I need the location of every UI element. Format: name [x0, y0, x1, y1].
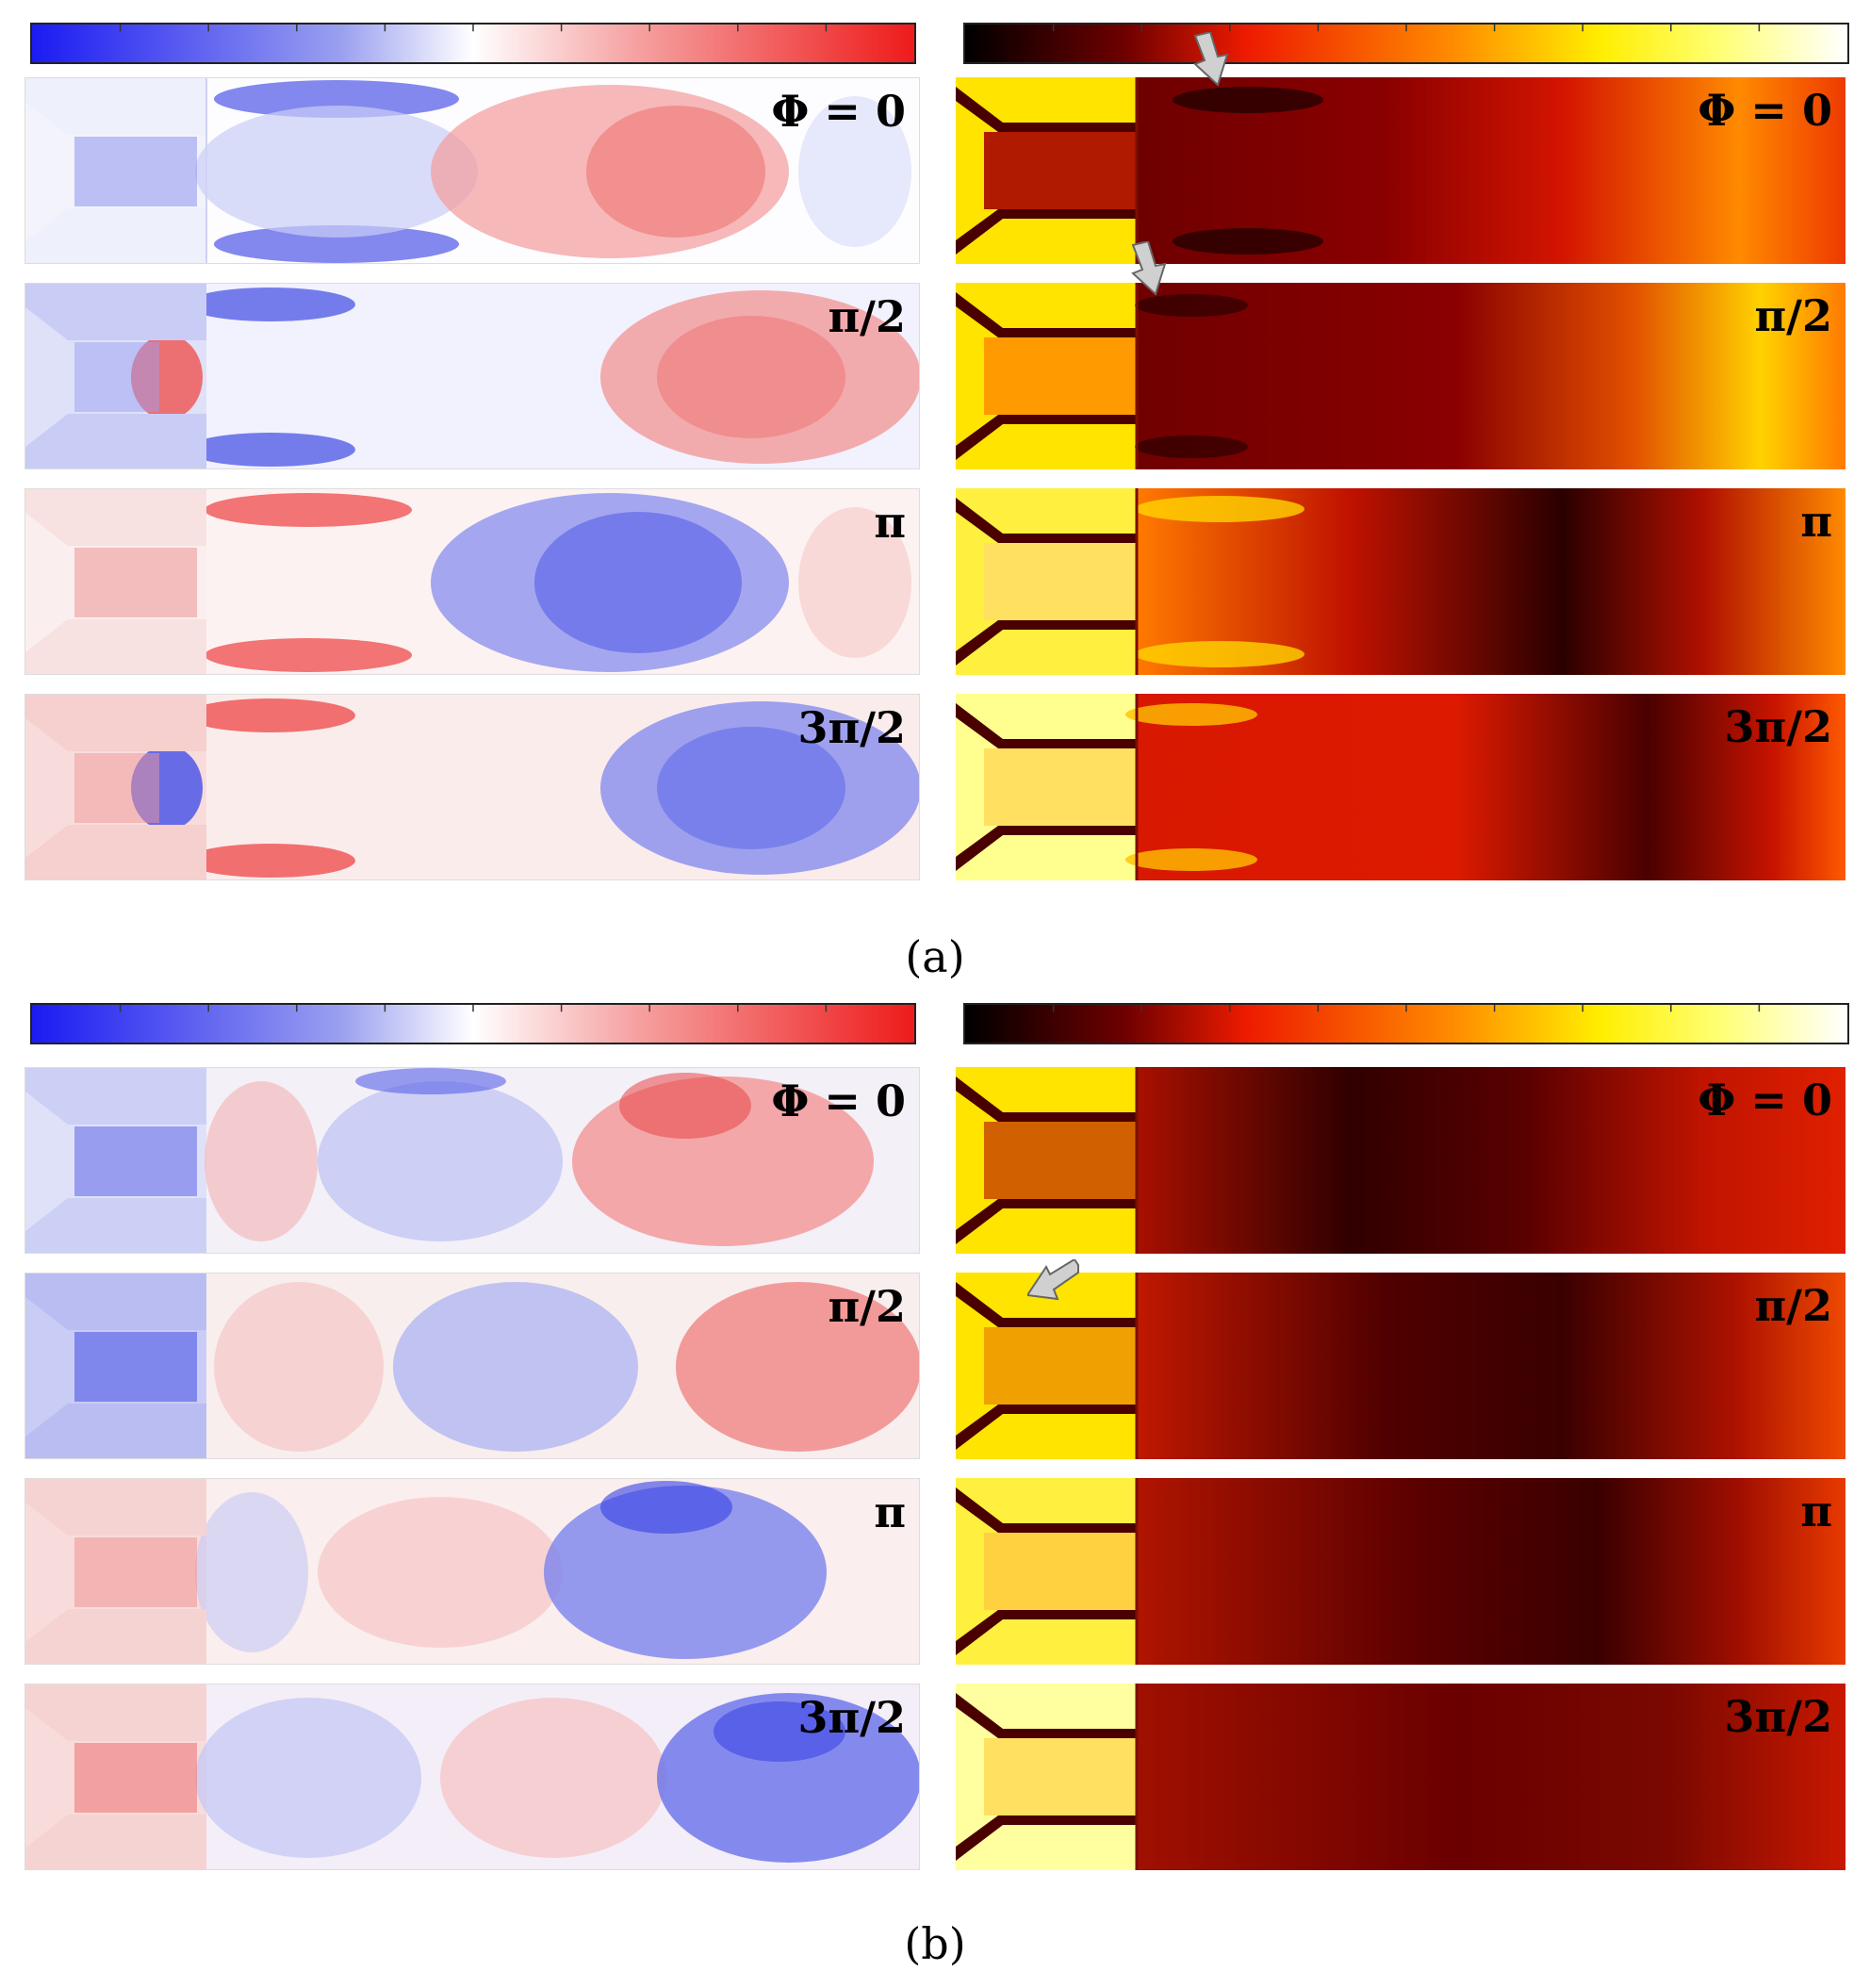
flow-field-image: [25, 1684, 919, 1869]
diverging-panel-phase-pi: π: [25, 488, 920, 675]
heat-panel-phase-0: Φ = 0: [956, 77, 1845, 264]
colorbar-ticks: [1052, 1005, 1761, 1012]
colorbar-diverging-b: [30, 1003, 916, 1044]
phase-label: Φ = 0: [771, 86, 906, 137]
flow-field-image: [25, 284, 919, 468]
phase-label: π/2: [1754, 1280, 1832, 1331]
flow-field-image: [25, 1479, 919, 1664]
phase-label: 3π/2: [1724, 1691, 1832, 1742]
colorbar-diverging-a: [30, 23, 916, 64]
phase-label: 3π/2: [797, 702, 906, 753]
phase-label: 3π/2: [797, 1692, 906, 1743]
intensity-field-image: [956, 488, 1845, 675]
diverging-panel-phase-3pi-half: 3π/2: [25, 694, 920, 880]
diverging-panel-phase-3pi-half: 3π/2: [25, 1684, 920, 1870]
heat-panel-phase-pi: π: [956, 488, 1845, 675]
phase-label: Φ = 0: [1698, 1075, 1832, 1125]
colorbar-ticks: [119, 1005, 828, 1012]
colorbar-ticks: [1052, 25, 1761, 32]
diverging-panel-phase-0: Φ = 0: [25, 1067, 920, 1254]
intensity-field-image: [956, 694, 1845, 880]
figure-part-b: Φ = 0 π/2 π: [0, 980, 1870, 1988]
heat-panel-phase-pi: π: [956, 1478, 1845, 1665]
flow-field-image: [25, 78, 919, 263]
diverging-panel-phase-0: Φ = 0: [25, 77, 920, 264]
annotation-arrow-icon: [1131, 241, 1167, 296]
intensity-field-image: [956, 1067, 1845, 1254]
phase-label: π/2: [1754, 290, 1832, 341]
heat-panel-phase-0: Φ = 0: [956, 1067, 1845, 1254]
figure-part-a: Φ = 0 π/2 π: [0, 0, 1870, 990]
intensity-field-image: [956, 283, 1845, 469]
heat-panel-phase-pi-half: π/2: [956, 283, 1845, 469]
diverging-panel-phase-pi: π: [25, 1478, 920, 1665]
phase-label: π: [874, 1487, 906, 1537]
flow-field-image: [25, 1068, 919, 1253]
annotation-arrow-icon: [1027, 1259, 1079, 1301]
annotation-arrow-icon: [1193, 32, 1229, 87]
flow-field-image: [25, 695, 919, 879]
phase-label: π/2: [828, 1281, 906, 1332]
phase-label: Φ = 0: [1698, 85, 1832, 136]
phase-label: Φ = 0: [771, 1076, 906, 1126]
colorbar-ticks: [119, 25, 828, 32]
colorbar-heat-a: [963, 23, 1849, 64]
heat-panel-phase-3pi-half: 3π/2: [956, 1684, 1845, 1870]
flow-field-image: [25, 489, 919, 674]
phase-label: π: [874, 497, 906, 548]
figure-caption-b: (b): [904, 1918, 966, 1969]
phase-label: π: [1800, 496, 1832, 547]
heat-panel-phase-3pi-half: 3π/2: [956, 694, 1845, 880]
colorbar-heat-b: [963, 1003, 1849, 1044]
phase-label: π: [1800, 1486, 1832, 1536]
diverging-panel-phase-pi-half: π/2: [25, 283, 920, 469]
phase-label: 3π/2: [1724, 701, 1832, 752]
intensity-field-image: [956, 77, 1845, 264]
phase-label: π/2: [828, 291, 906, 342]
flow-field-image: [25, 1273, 919, 1458]
figure-caption-a: (a): [905, 931, 965, 982]
intensity-field-image: [956, 1273, 1845, 1459]
heat-panel-phase-pi-half: π/2: [956, 1273, 1845, 1459]
intensity-field-image: [956, 1684, 1845, 1870]
diverging-panel-phase-pi-half: π/2: [25, 1273, 920, 1459]
intensity-field-image: [956, 1478, 1845, 1665]
